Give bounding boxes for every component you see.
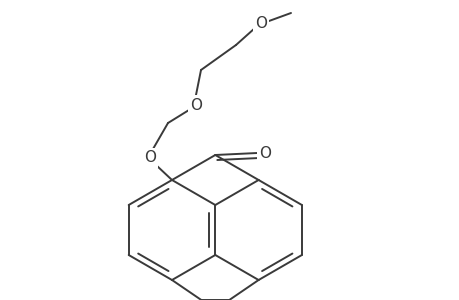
Text: O: O (254, 16, 266, 31)
Text: O: O (190, 98, 202, 112)
Text: O: O (259, 146, 271, 160)
Text: O: O (144, 151, 156, 166)
